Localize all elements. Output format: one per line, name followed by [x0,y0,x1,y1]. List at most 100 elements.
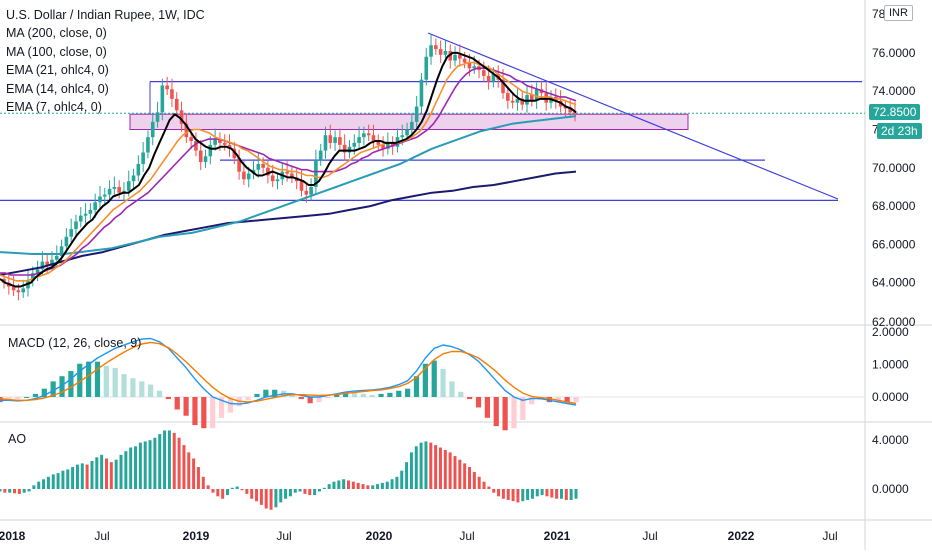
ao-pane-title[interactable]: AO [8,432,27,446]
ao-bar [400,470,404,489]
time-tick-label: 2018 [0,529,26,543]
ao-bar [167,430,171,489]
macd-histogram-bar [263,389,269,397]
macd-histogram-bar [511,397,517,429]
ao-bar [405,462,409,489]
price-tick-label-partial: 62.0000 [872,315,916,329]
candle-body [342,144,347,153]
ao-bar [119,454,123,489]
ao-bar [448,452,452,489]
time-tick-label: 2021 [544,529,571,543]
candle-body [246,173,251,180]
ao-histogram [0,430,578,510]
ao-bar [134,446,138,489]
ao-bar [95,457,99,489]
ao-bar [90,460,94,489]
macd-histogram-bar [156,390,163,397]
ao-bar [409,452,413,489]
ao-bar [361,484,365,489]
ao-bar [351,481,355,489]
macd-histogram-bar [174,397,180,410]
price-axis: 64.0000 66.0000 68.0000 70.0000 74.0000 76.00… [872,7,916,496]
time-tick-label: Jul [276,529,291,543]
ao-bar [56,473,60,489]
ao-bar [114,459,118,489]
legend-ma200[interactable]: MA (200, close, 0) [6,26,107,41]
macd-histogram-bar [378,393,384,397]
ao-bar [293,489,297,493]
ao-bar [463,463,467,489]
candle-body [227,144,232,149]
macd-histogram-bar [422,363,428,397]
signal-line [0,341,577,405]
ao-bar [298,489,302,492]
ao-bar [342,479,346,489]
candle-body [520,98,525,105]
currency-button[interactable]: INR [884,5,913,21]
macd-histogram-bar [210,397,216,429]
legend-ema21[interactable]: EMA (21, ohlc4, 0) [6,63,109,78]
macd-histogram-bar [227,397,233,413]
candle-body [45,261,49,266]
price-tick-label: 68.0000 [872,199,916,213]
candle-body [160,85,165,113]
candle-body [338,137,342,145]
legend-ma100[interactable]: MA (100, close, 0) [6,44,107,59]
ao-bar [240,489,244,491]
candle-body [78,215,83,222]
macd-histogram-bar [272,389,278,397]
macd-histogram-bar [23,397,30,398]
legend-ema14[interactable]: EMA (14, ohlc4, 0) [6,81,109,96]
ao-bar [109,462,113,489]
ao-bar [535,489,539,497]
time-tick-label: 2020 [366,529,393,543]
ao-bar [414,446,418,489]
macd-histogram-bar [112,367,118,397]
ao-bar [492,489,496,493]
candle-body [155,112,160,122]
candle-body [486,75,491,82]
ao-bar [104,458,108,489]
ao-bar [506,489,510,500]
candle-body [261,163,265,168]
macd-histogram-bar [254,393,260,397]
candle-body [328,135,333,143]
ao-bar [32,485,36,489]
macd-histogram-bar [165,397,171,400]
ao-bar [192,458,196,489]
candle-body [482,70,486,76]
ao-bar [458,459,462,489]
countdown-tag: 2d 23h [877,123,922,139]
ao-bar [521,489,525,502]
ao-tick-label: 0.0000 [872,482,909,496]
ao-bar [468,467,472,489]
ao-bar [124,451,128,489]
candle-body [386,142,390,149]
macd-histogram-bar [121,374,127,397]
ao-bar [317,489,321,492]
candle-body [59,246,64,256]
macd-histogram-bar [369,394,375,397]
macd-histogram-bar [431,360,437,397]
time-tick-label: Jul [642,529,657,543]
symbol-title[interactable]: U.S. Dollar / Indian Rupee, 1W, IDC [6,8,205,22]
ao-bar [0,489,2,492]
candle-body [491,73,496,82]
macd-histogram-bar [351,392,358,397]
macd-histogram-bar [334,394,340,397]
macd-histogram-bar [130,378,136,397]
macd-histogram-bar [41,388,47,397]
ao-bar [129,447,133,489]
ao-bar [569,489,573,500]
macd-pane-title[interactable]: MACD (12, 26, close, 9) [8,336,142,350]
ma100-line [0,115,577,255]
candle-body [472,66,477,69]
candle-body [126,181,131,191]
legend-ema7[interactable]: EMA (7, ohlc4, 0) [6,100,102,115]
ao-bar [376,484,380,489]
ao-bar [148,440,152,489]
candle-body [290,173,294,178]
candle-body [237,158,241,172]
